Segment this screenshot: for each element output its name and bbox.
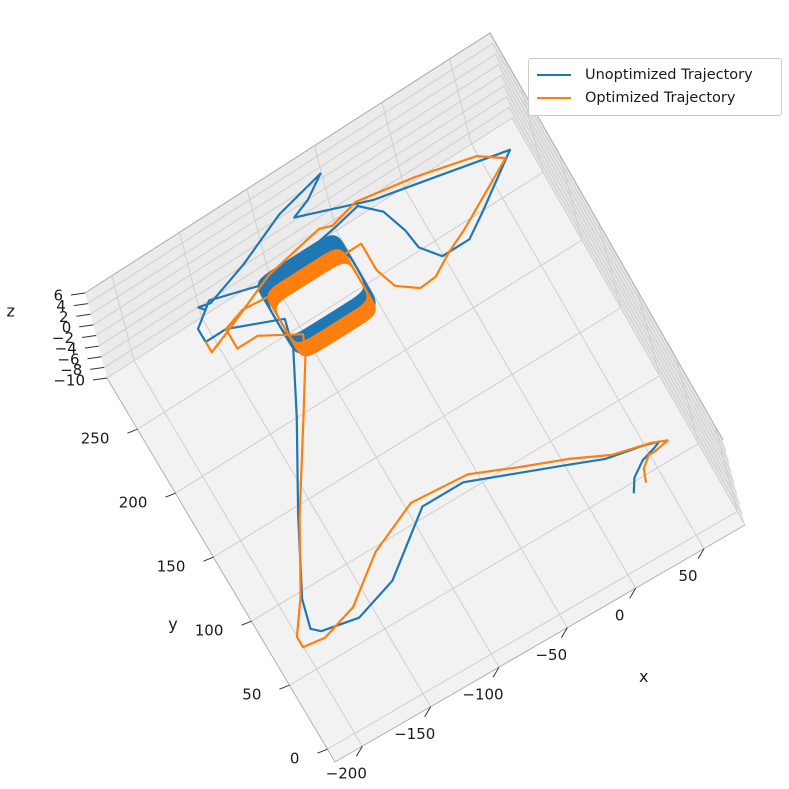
grid-layer	[84, 32, 746, 763]
series-line-1	[204, 155, 669, 649]
series-coil-0	[257, 235, 376, 354]
tick-layer: −200−150−100−500500501001502002506420−2−…	[52, 287, 705, 783]
x-tick-label: −100	[462, 686, 503, 704]
top-edge	[84, 32, 724, 441]
z-tick-label: 0	[62, 318, 72, 336]
z-gridline	[95, 74, 735, 483]
floor-pane	[107, 118, 745, 762]
y-tick	[241, 620, 252, 626]
z-tick	[84, 345, 99, 349]
x-tick-label: 0	[615, 607, 625, 625]
floor-edge	[106, 377, 746, 763]
x-tick	[560, 627, 568, 638]
z-tick-label: −2	[52, 329, 74, 347]
z-axis-label: z	[7, 301, 15, 320]
y-axis-label: y	[168, 615, 177, 634]
legend-swatch-optimized	[537, 97, 571, 99]
z-gridline	[98, 85, 738, 494]
z-tick	[73, 303, 88, 307]
y-tick-label: 150	[157, 558, 186, 576]
z-gridline	[104, 106, 743, 515]
y-tick-label: 0	[290, 750, 300, 768]
z-tick-label: 6	[53, 287, 63, 305]
legend-label-optimized: Optimized Trajectory	[585, 90, 736, 106]
x-tick	[697, 548, 705, 559]
y-tick	[165, 492, 176, 498]
z-tick-label: −10	[53, 372, 85, 390]
z-tick	[76, 313, 91, 317]
z-tick	[81, 335, 97, 338]
x-tick	[629, 587, 637, 599]
legend-swatch-unoptimized	[537, 74, 571, 76]
x-axis-label: x	[639, 667, 648, 686]
legend: Unoptimized Trajectory Optimized Traject…	[528, 58, 782, 116]
x-tick	[492, 666, 500, 678]
z-gridline	[101, 96, 740, 505]
series-coil-1	[267, 249, 376, 357]
y-tick	[279, 684, 290, 690]
z-tick-label: −4	[55, 340, 77, 358]
legend-label-unoptimized: Unoptimized Trajectory	[585, 67, 753, 83]
z-tick-label: 2	[59, 308, 69, 326]
x-tick-label: 50	[678, 567, 697, 585]
x-tick-label: −200	[326, 765, 367, 783]
legend-entry-unoptimized: Unoptimized Trajectory	[537, 64, 753, 86]
z-tick-label: −6	[57, 350, 79, 368]
z-tick	[90, 366, 105, 370]
z-gridline	[90, 53, 729, 462]
y-tick	[203, 556, 214, 562]
y-tick	[317, 748, 328, 754]
z-gridline	[87, 42, 727, 451]
z-tick	[70, 292, 86, 296]
y-tick-label: 100	[195, 622, 224, 640]
z-tick	[87, 356, 102, 360]
y-tick-label: 200	[119, 494, 148, 512]
z-gridline	[93, 64, 732, 473]
x-tick-label: −50	[535, 646, 567, 664]
label-layer: x y z	[7, 301, 649, 686]
x-tick	[355, 745, 363, 757]
legend-entry-optimized: Optimized Trajectory	[537, 87, 735, 109]
z-tick-label: 4	[56, 297, 66, 315]
x-tick-label: −150	[394, 725, 435, 743]
x-tick	[424, 706, 432, 717]
y-tick	[127, 428, 138, 434]
y-tick-label: 250	[81, 430, 110, 448]
data-layer	[196, 148, 669, 649]
z-tick-label: −8	[60, 361, 82, 379]
y-tick-label: 50	[242, 686, 261, 704]
z-tick	[79, 324, 94, 328]
z-tick	[92, 377, 108, 381]
